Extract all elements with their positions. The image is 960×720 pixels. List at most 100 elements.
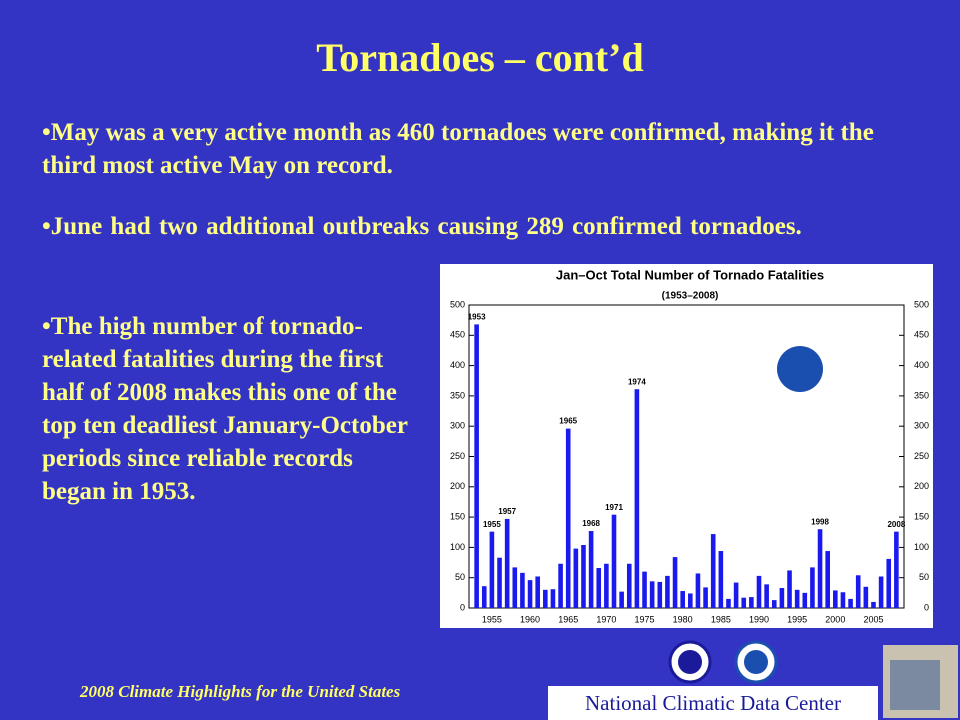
bar (756, 575, 762, 608)
x-tick-label: 1970 (596, 614, 616, 624)
bar (657, 581, 663, 608)
bar (588, 531, 594, 608)
x-tick-label: 1960 (520, 614, 540, 624)
bar (710, 534, 716, 608)
bar-annotation: 1974 (628, 377, 646, 386)
bar-annotation: 1957 (498, 507, 516, 516)
y2-tick-label: 350 (914, 390, 929, 400)
y2-tick-label: 100 (914, 542, 929, 552)
bar (504, 518, 510, 608)
x-tick-label: 2005 (863, 614, 883, 624)
bullet: May was a very active month as 460 torna… (42, 116, 932, 182)
organization: National Climatic Data Center (548, 686, 878, 720)
y2-tick-label: 0 (924, 602, 929, 612)
y2-tick-label: 50 (919, 572, 929, 582)
bar (878, 576, 884, 608)
bar (665, 575, 670, 608)
y2-tick-label: 500 (914, 299, 929, 309)
slide-title: Tornadoes – cont’d (316, 35, 644, 80)
bullet: June had two additional outbreaks causin… (42, 210, 902, 243)
x-tick-label: 1965 (558, 614, 578, 624)
chart-subtitle: (1953–2008) (662, 291, 719, 302)
y2-tick-label: 150 (914, 511, 929, 521)
bar (481, 586, 487, 608)
bar (741, 597, 747, 608)
y-tick-label: 400 (450, 360, 465, 370)
y-tick-label: 500 (450, 299, 465, 309)
bar (817, 529, 823, 608)
y-tick-label: 50 (455, 572, 465, 582)
bar (802, 592, 808, 608)
y-tick-label: 450 (450, 330, 465, 340)
bar (543, 589, 548, 608)
bar (863, 586, 869, 608)
x-tick-label: 1995 (787, 614, 807, 624)
noaa-logo (777, 346, 823, 392)
x-tick-label: 1990 (749, 614, 769, 624)
bar (703, 587, 708, 608)
bar (550, 589, 556, 608)
bar-annotation: 1968 (582, 519, 600, 528)
bar (619, 591, 624, 608)
bar (581, 544, 586, 608)
bullet: The high number of tornado-related fatal… (42, 310, 422, 508)
y2-tick-label: 250 (914, 451, 929, 461)
bar (474, 324, 479, 608)
y-tick-label: 200 (450, 481, 465, 491)
y-tick-label: 100 (450, 542, 465, 552)
bar (604, 563, 609, 608)
bar-annotation: 1965 (559, 417, 577, 426)
bar (886, 558, 892, 608)
bar (825, 551, 830, 608)
y-tick-label: 0 (460, 602, 465, 612)
bar (527, 580, 533, 608)
bar (680, 591, 685, 608)
chart-background (440, 264, 933, 628)
building-photo (890, 660, 940, 710)
bar (718, 551, 724, 608)
bar-annotation: 1953 (468, 313, 486, 322)
bar (764, 584, 769, 608)
logos (668, 640, 958, 718)
bar (626, 563, 632, 608)
y2-tick-label: 450 (914, 330, 929, 340)
y2-tick-label: 300 (914, 421, 929, 431)
chart: Jan–Oct Total Number of Tornado Fataliti… (440, 264, 933, 628)
bar (855, 575, 861, 608)
bar (596, 568, 602, 608)
x-tick-label: 1955 (482, 614, 502, 624)
bar (497, 557, 502, 608)
bar (810, 567, 815, 608)
bar (642, 571, 647, 608)
bar (672, 557, 678, 608)
x-tick-label: 1980 (673, 614, 693, 624)
bar (649, 581, 655, 608)
bar (565, 428, 571, 608)
bar (726, 598, 731, 608)
x-tick-label: 1985 (711, 614, 731, 624)
bar (520, 572, 525, 608)
bar-annotation: 2008 (887, 520, 905, 529)
bar (848, 598, 853, 608)
bar (771, 600, 777, 608)
bar (573, 548, 579, 608)
bar (558, 563, 563, 608)
chart-title: Jan–Oct Total Number of Tornado Fataliti… (556, 267, 824, 282)
bar (894, 531, 899, 608)
bar (871, 601, 876, 608)
bar (489, 531, 495, 608)
bar (733, 582, 739, 608)
y-tick-label: 350 (450, 390, 465, 400)
y-tick-label: 250 (450, 451, 465, 461)
doc-logo (678, 650, 702, 674)
bar (794, 589, 800, 608)
y2-tick-label: 200 (914, 481, 929, 491)
bar (634, 389, 640, 608)
bar (779, 588, 785, 608)
bar (611, 514, 617, 608)
bar-annotation: 1971 (605, 503, 623, 512)
y-tick-label: 150 (450, 511, 465, 521)
bar (535, 576, 540, 608)
bar (787, 570, 792, 608)
